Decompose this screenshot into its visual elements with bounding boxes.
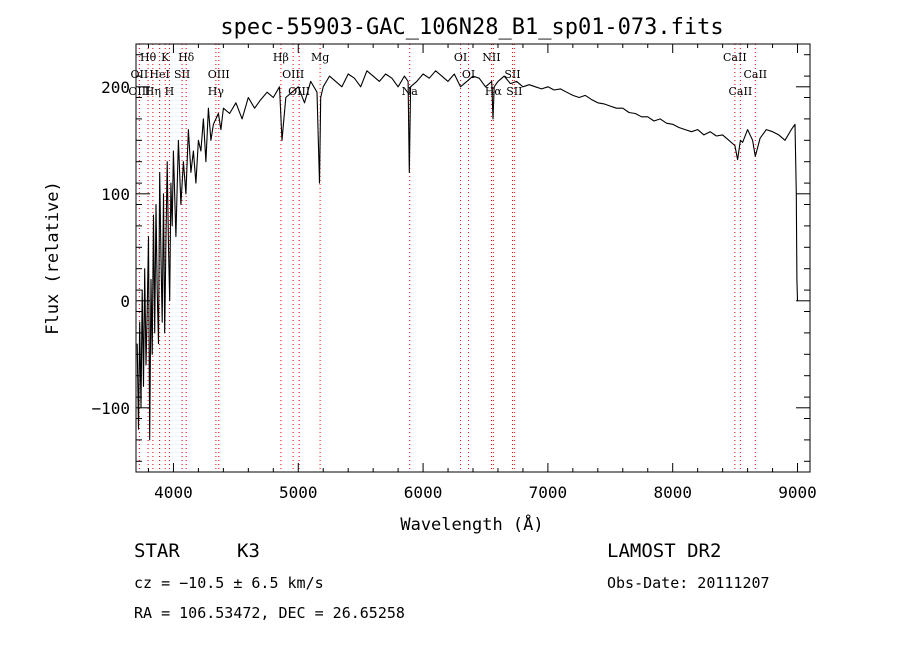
line-label: Hδ: [178, 51, 195, 64]
line-label: Hβ: [273, 51, 289, 64]
plot-frame: [135, 43, 811, 473]
x-tick-label: 8000: [653, 483, 692, 502]
object-subclass: K3: [237, 540, 260, 562]
y-tick-label: 200: [101, 78, 130, 97]
line-label: Mg: [311, 51, 329, 64]
y-axis-label: Flux (relative): [43, 181, 63, 335]
line-label: OIII: [128, 85, 150, 98]
line-label: CaII: [729, 85, 753, 98]
line-label: SII: [506, 85, 522, 98]
line-label: H: [165, 85, 175, 98]
axis-ticks: 4000 5000 6000 7000 8000 9000 −100 0 100 200: [91, 44, 817, 502]
line-label: CaII: [743, 68, 767, 81]
line-label: Hθ: [140, 51, 157, 64]
object-class: STAR: [134, 540, 180, 562]
x-tick-label: 5000: [279, 483, 318, 502]
x-axis-label: Wavelength (Å): [400, 513, 543, 535]
chart-title: spec-55903-GAC_106N28_B1_sp01-073.fits: [220, 15, 723, 40]
observation-date: Obs-Date: 20111207: [607, 574, 770, 592]
line-label: CaII: [723, 51, 747, 64]
line-label: SII: [504, 68, 520, 81]
line-label: Hγ: [208, 85, 225, 98]
line-label: OIII: [288, 85, 310, 98]
line-label: K: [161, 51, 170, 64]
line-markers: [138, 44, 756, 472]
series-layer: [136, 70, 799, 441]
x-tick-label: 4000: [154, 483, 193, 502]
line-label: Hα: [485, 85, 503, 98]
line-label: OII: [131, 68, 149, 81]
redshift-velocity: cz = −10.5 ± 6.5 km/s: [134, 574, 324, 592]
y-tick-label: 0: [120, 292, 130, 311]
line-label: HeI: [149, 68, 169, 81]
line-label: OIII: [208, 68, 230, 81]
survey-name: LAMOST DR2: [607, 540, 722, 562]
y-tick-label: 100: [101, 185, 130, 204]
line-label: OI: [462, 68, 475, 81]
x-tick-label: 7000: [529, 483, 568, 502]
line-label: SII: [174, 68, 190, 81]
coordinates: RA = 106.53472, DEC = 26.65258: [134, 604, 405, 622]
y-tick-label: −100: [91, 399, 130, 418]
x-tick-label: 9000: [778, 483, 817, 502]
line-label: OIII: [282, 68, 304, 81]
line-labels: Hθ K Hδ Hβ Mg OI NII CaII OII HeI SII OIII OIII OI SII…: [128, 51, 767, 98]
line-label: Hη: [145, 85, 161, 98]
x-tick-label: 6000: [404, 483, 443, 502]
line-label: OI: [454, 51, 467, 64]
line-label: NII: [482, 51, 500, 64]
line-label: Na: [402, 85, 419, 98]
spectrum-series: [136, 70, 799, 441]
